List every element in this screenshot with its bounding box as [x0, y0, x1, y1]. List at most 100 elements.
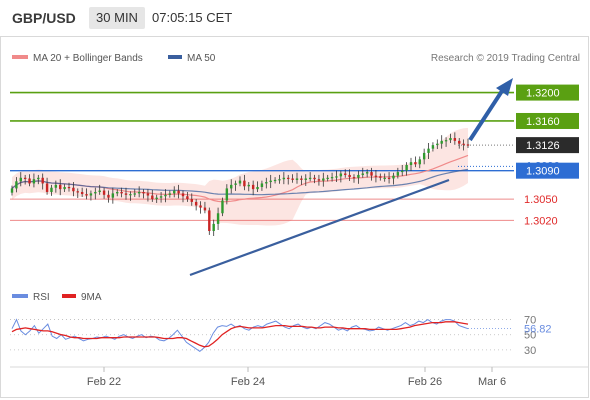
candle-body — [194, 201, 198, 206]
candle-body — [256, 187, 259, 190]
candle-body — [365, 172, 369, 174]
candle-body — [89, 193, 93, 196]
resistance-tag-label: 1.3160 — [526, 116, 560, 128]
candle-body — [230, 184, 233, 189]
candle-body — [265, 182, 268, 184]
rsi-ma-legend-swatch — [62, 294, 76, 298]
rsi-tick-label: 30 — [524, 345, 536, 357]
current-price-tag-label: 1.3126 — [526, 140, 560, 152]
candle-body — [159, 196, 163, 198]
candle-body — [278, 179, 281, 181]
rsi-tick-label: 50 — [524, 330, 536, 342]
candle-body — [94, 191, 97, 194]
rsi-line — [11, 318, 469, 353]
x-tick-label: Feb 22 — [87, 376, 121, 388]
candle-body — [186, 196, 189, 200]
support-trendline — [189, 178, 450, 277]
candle-body — [173, 190, 176, 194]
candle-body — [85, 194, 88, 196]
candle-body — [120, 191, 123, 194]
current-price-tag — [516, 137, 579, 154]
candle-body — [401, 170, 404, 173]
candle-body — [458, 140, 461, 144]
candle-body — [247, 184, 250, 187]
candle-body — [151, 195, 154, 200]
ma20-legend-label: MA 20 + Bollinger Bands — [33, 53, 143, 64]
candle-body — [212, 223, 215, 232]
x-axis: Feb 22 Feb 24 Feb 26 Mar 6 — [87, 367, 506, 388]
rsi-current-value: 56.82 — [524, 324, 552, 336]
ma20-legend-swatch — [12, 55, 28, 59]
candle-body — [199, 205, 202, 208]
candle-body — [436, 143, 439, 146]
candle-body — [396, 172, 400, 176]
target-arrow-head — [496, 78, 513, 96]
timeframe-button[interactable]: 30 MIN — [89, 7, 145, 29]
candle-body — [98, 190, 101, 192]
candle-body — [28, 178, 31, 184]
candle-body — [387, 177, 391, 179]
x-tick-label: Mar 6 — [478, 376, 506, 388]
candle-body — [322, 178, 325, 181]
candle-body — [32, 179, 36, 184]
candle-body — [405, 164, 408, 171]
candle-body — [282, 177, 286, 180]
candle-body — [72, 187, 75, 192]
resistance-tag-label: 1.3200 — [526, 88, 560, 100]
candle-body — [216, 213, 220, 224]
candle-body — [348, 174, 351, 178]
candle-body — [234, 183, 237, 185]
x-tick-label: Feb 24 — [231, 376, 265, 388]
chart-header: GBP/USD 30 MIN 07:05:15 CET — [0, 0, 590, 36]
candle-body — [67, 187, 71, 189]
candle-body — [76, 191, 79, 193]
candle-body — [203, 207, 207, 211]
candle-body — [124, 193, 128, 195]
candle-body — [116, 191, 119, 194]
ma50-legend-swatch — [168, 55, 182, 59]
candle-body — [427, 148, 430, 153]
trendline-layer — [189, 78, 513, 277]
candle-body — [295, 178, 299, 180]
candle-body — [107, 194, 110, 198]
target-arrow-shaft — [468, 89, 504, 142]
candle-body — [164, 194, 167, 197]
resistance-tag — [516, 112, 579, 129]
rsi-ma-line — [11, 321, 469, 348]
candle-body — [41, 177, 44, 184]
candle-body — [208, 210, 211, 232]
candle-body — [273, 179, 277, 182]
candle-body — [414, 162, 417, 165]
candle-body — [379, 176, 382, 178]
credit-text: Research © 2019 Trading Central — [431, 53, 580, 64]
rsi-ma-legend-label: 9MA — [81, 292, 102, 303]
candle-body — [462, 143, 465, 145]
resistance-tag — [516, 84, 579, 101]
ma50-legend-label: MA 50 — [187, 53, 216, 64]
candle-body — [63, 187, 66, 190]
pivot-tag — [516, 162, 579, 179]
rsi-tick-label: 70 — [524, 315, 536, 327]
candle-body — [59, 184, 62, 190]
candle-body — [238, 180, 242, 184]
candle-body — [304, 178, 307, 180]
candle-body — [102, 190, 106, 195]
rsi-legend-label: RSI — [33, 292, 50, 303]
candle-body — [243, 180, 246, 187]
candle-body — [313, 177, 316, 180]
candle-body — [37, 177, 40, 180]
candle-body — [466, 144, 470, 146]
currency-pair: GBP/USD — [12, 10, 76, 26]
candle-body — [54, 184, 58, 188]
candle-body — [260, 183, 264, 188]
candle-body — [339, 173, 343, 177]
candle-body — [168, 193, 172, 195]
candle-body — [177, 190, 180, 194]
ma50-line — [11, 168, 469, 196]
candle-body — [330, 177, 334, 179]
candle-body — [181, 193, 185, 197]
candle-body — [50, 187, 53, 192]
candle-body — [431, 145, 435, 149]
candle-body — [308, 177, 312, 179]
